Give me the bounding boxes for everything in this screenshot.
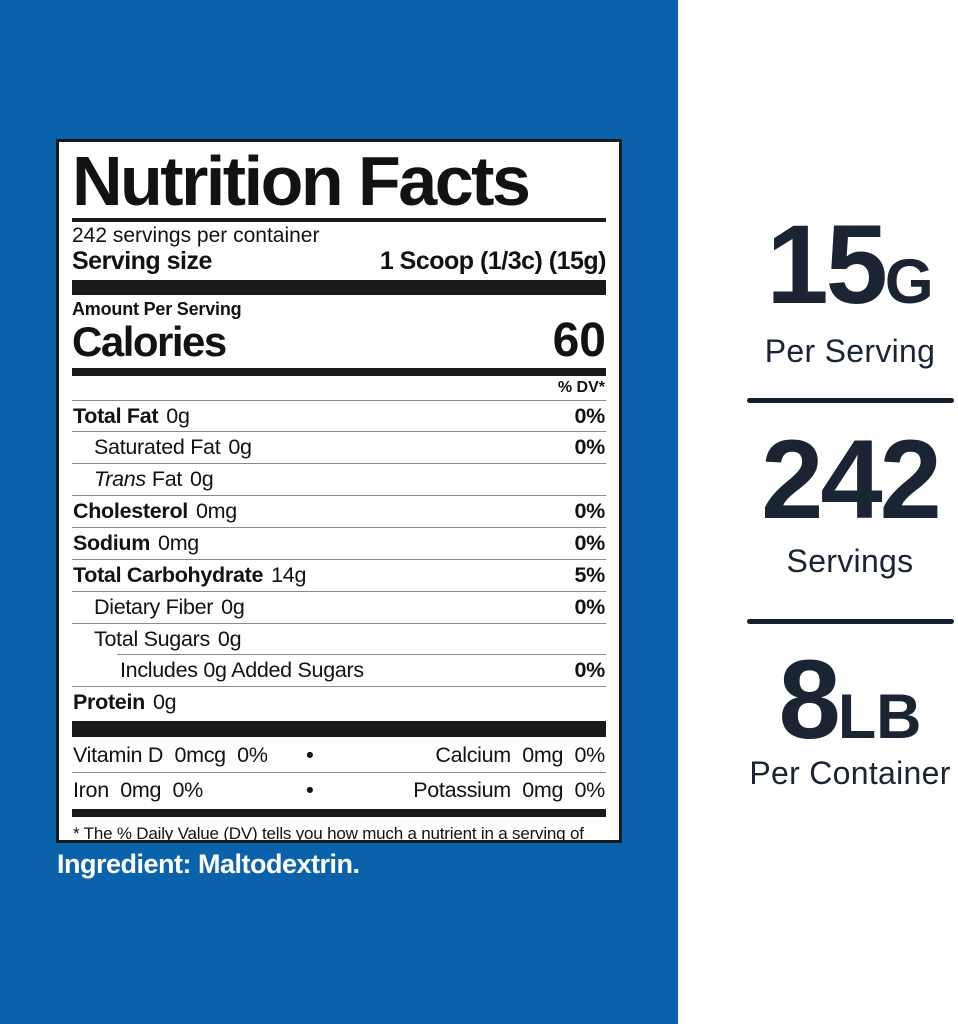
hairline-divider-indented bbox=[117, 654, 606, 656]
ingredient-line: Ingredient: Maltodextrin. bbox=[57, 849, 360, 879]
nutrient-dv: 0% bbox=[574, 435, 606, 460]
nutrient-name: Fat bbox=[151, 467, 183, 492]
nutrition-title: Nutrition Facts bbox=[72, 142, 531, 220]
calories-value: 60 bbox=[552, 313, 606, 367]
micronutrient-left: Iron 0mg 0% bbox=[73, 777, 203, 802]
hairline-divider bbox=[72, 558, 606, 560]
hairline-divider bbox=[72, 399, 606, 401]
stat-divider bbox=[747, 619, 954, 624]
amount-per-serving: Amount Per Serving bbox=[72, 298, 242, 319]
nutrient-amount: 0mg bbox=[195, 499, 237, 524]
stat-divider bbox=[747, 398, 954, 403]
daily-value-header: % DV* bbox=[557, 378, 605, 396]
hairline-divider bbox=[72, 527, 606, 529]
nutrient-name: Saturated Fat bbox=[94, 435, 221, 460]
stat-caption: Per Serving bbox=[764, 333, 936, 369]
micronutrient-row-vitamin-d-calcium: Vitamin D 0mcg 0% • Calcium 0mg 0% bbox=[72, 738, 606, 772]
nutrient-dv: 0% bbox=[574, 531, 606, 556]
nutrient-amount: 0g bbox=[221, 594, 245, 619]
hairline-divider bbox=[72, 622, 606, 624]
daily-value-footnote: * The % Daily Value (DV) tells you how m… bbox=[73, 824, 584, 843]
nutrient-name: Total Carbohydrate bbox=[73, 562, 264, 587]
hairline-divider bbox=[72, 686, 606, 688]
hairline-divider bbox=[72, 495, 606, 497]
hairline-divider bbox=[72, 590, 606, 592]
nutrient-row-cholesterol: Cholesterol 0mg 0% bbox=[72, 496, 606, 527]
nutrient-dv: 5% bbox=[574, 562, 606, 587]
stat-unit: LB bbox=[837, 682, 922, 752]
bullet-separator: • bbox=[306, 777, 314, 802]
nutrient-name: Cholesterol bbox=[73, 499, 188, 524]
nutrient-name-italic: Trans bbox=[94, 467, 146, 492]
serving-size-row: Serving size 1 Scoop (1/3c) (15g) bbox=[72, 247, 607, 276]
hairline-divider bbox=[72, 772, 606, 774]
servings-per-container: 242 servings per container bbox=[72, 223, 320, 247]
section-bar bbox=[72, 279, 606, 295]
stat-caption: Per Container bbox=[749, 755, 951, 791]
nutrient-amount: 0g bbox=[166, 403, 190, 428]
section-bar bbox=[72, 721, 606, 738]
stat-per-container-value: 8LB bbox=[745, 644, 955, 756]
blue-background-panel: Nutrition Facts 242 servings per contain… bbox=[0, 0, 678, 1024]
calories-label: Calories bbox=[72, 317, 227, 365]
micronutrient-right: Potassium 0mg 0% bbox=[413, 777, 605, 802]
section-bar bbox=[72, 367, 606, 376]
nutrient-name: Includes 0g Added Sugars bbox=[120, 658, 364, 683]
nutrient-row-dietary-fiber: Dietary Fiber 0g 0% bbox=[72, 592, 606, 623]
stat-caption: Servings bbox=[786, 543, 914, 579]
nutrient-name: Dietary Fiber bbox=[94, 594, 214, 619]
nutrient-row-total-sugars: Total Sugars 0g bbox=[72, 624, 606, 655]
nutrient-amount: 0g bbox=[152, 690, 177, 715]
micronutrient-left: Vitamin D 0mcg 0% bbox=[73, 742, 268, 767]
nutrition-facts-label: Nutrition Facts 242 servings per contain… bbox=[56, 139, 622, 843]
nutrient-row-trans-fat: Trans Fat 0g bbox=[72, 464, 606, 495]
nutrient-dv: 0% bbox=[574, 658, 606, 683]
stat-per-container-caption: Per Container bbox=[745, 755, 955, 792]
nutrient-amount: 14g bbox=[271, 562, 307, 587]
stat-number: 242 bbox=[761, 417, 942, 542]
section-bar bbox=[72, 809, 606, 818]
nutrient-row-protein: Protein 0g bbox=[72, 687, 606, 718]
nutrient-name: Total Sugars bbox=[94, 626, 210, 651]
nutrient-row-total-fat: Total Fat 0g 0% bbox=[72, 401, 606, 432]
nutrient-name: Total Fat bbox=[73, 403, 159, 428]
serving-size-label: Serving size bbox=[72, 247, 212, 276]
hairline-divider bbox=[72, 463, 606, 465]
nutrient-amount: 0g bbox=[217, 626, 242, 651]
micronutrient-right: Calcium 0mg 0% bbox=[435, 742, 605, 767]
nutrient-name: Sodium bbox=[73, 531, 151, 556]
micronutrient-row-iron-potassium: Iron 0mg 0% • Potassium 0mg 0% bbox=[72, 773, 606, 807]
nutrient-amount: 0g bbox=[190, 467, 214, 492]
nutrient-amount: 0mg bbox=[158, 531, 199, 556]
stat-value: 15G bbox=[745, 209, 955, 321]
nutrient-row-saturated-fat: Saturated Fat 0g 0% bbox=[72, 432, 606, 463]
nutrient-row-sodium: Sodium 0mg 0% bbox=[72, 528, 606, 559]
serving-size-value: 1 Scoop (1/3c) (15g) bbox=[379, 247, 607, 276]
nutrient-row-total-carbohydrate: Total Carbohydrate 14g 5% bbox=[72, 560, 606, 591]
nutrient-dv: 0% bbox=[574, 594, 606, 619]
stat-number: 8 bbox=[778, 637, 841, 762]
stat-value: 242 bbox=[745, 424, 955, 536]
stat-unit: G bbox=[884, 247, 934, 317]
nutrient-name: Protein bbox=[73, 690, 145, 715]
stat-per-serving-caption: Per Serving bbox=[745, 333, 955, 370]
stat-number: 15 bbox=[766, 202, 888, 327]
stat-value: 8LB bbox=[745, 644, 955, 756]
nutrient-row-added-sugars: Includes 0g Added Sugars 0% bbox=[72, 655, 606, 686]
stats-panel: 15G Per Serving 242 Servings 8LB Per Con… bbox=[678, 0, 958, 1024]
stat-servings-value: 242 bbox=[745, 424, 955, 536]
bullet-separator: • bbox=[306, 742, 314, 767]
stat-per-serving-value: 15G bbox=[745, 209, 955, 321]
stat-servings-caption: Servings bbox=[745, 543, 955, 580]
nutrient-dv: 0% bbox=[574, 403, 606, 428]
nutrient-dv: 0% bbox=[574, 499, 606, 524]
title-rule bbox=[72, 217, 606, 222]
hairline-divider bbox=[72, 431, 606, 433]
calories-row: Calories 60 bbox=[72, 313, 606, 367]
nutrient-amount: 0g bbox=[228, 435, 252, 460]
